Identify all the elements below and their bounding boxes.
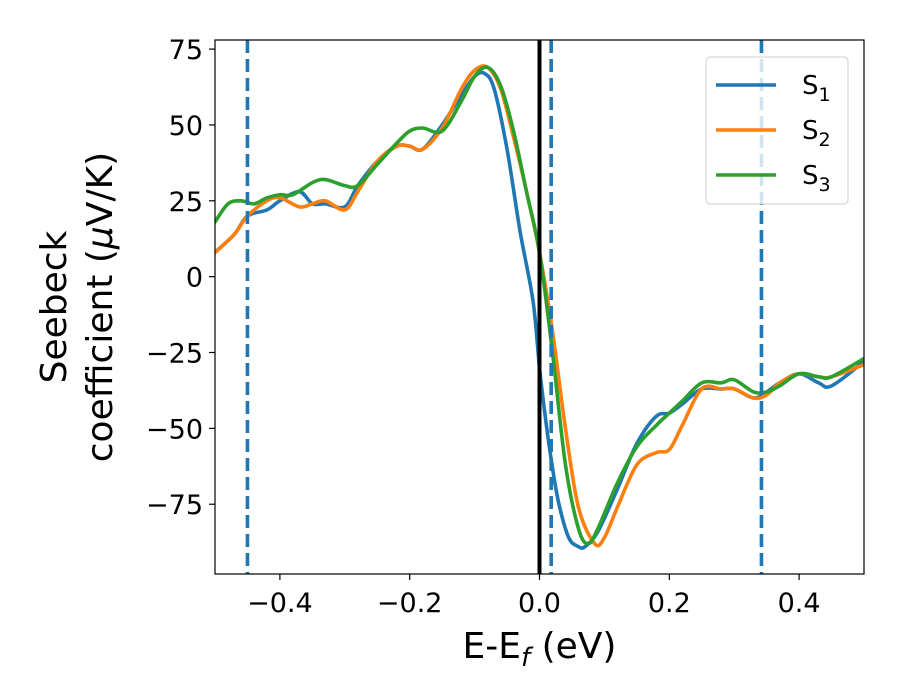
x-tick-label: 0.4 (778, 588, 821, 619)
y-tick-label: 25 (169, 187, 203, 218)
y-tick-label: 0 (186, 263, 203, 294)
x-tick-label: −0.2 (377, 588, 443, 619)
y-tick-label: −50 (146, 414, 203, 445)
x-axis-label: E-Ef (eV) (463, 626, 617, 673)
y-axis-label-line1: Seebeck (34, 230, 75, 383)
y-tick-label: −25 (146, 339, 203, 370)
legend: S1 S2 S3 (705, 56, 849, 205)
y-tick-label: −75 (146, 490, 203, 521)
x-tick-label: 0.0 (518, 588, 561, 619)
legend-label-s1: S1 (802, 71, 831, 106)
legend-box (705, 56, 849, 205)
legend-label-s3: S3 (802, 161, 831, 196)
y-tick-label: 50 (169, 111, 203, 142)
series-line-s3 (215, 65, 864, 546)
axes: −0.4 −0.2 0.0 0.2 0.4 75 50 25 0 −25 −50 −75 (146, 35, 821, 619)
y-tick-label: 75 (169, 35, 203, 66)
y-axis-label-line2: coefficient (μV/K) (80, 152, 121, 462)
legend-label-s2: S2 (802, 116, 831, 151)
x-tick-label: −0.4 (247, 588, 313, 619)
x-tick-label: 0.2 (648, 588, 691, 619)
